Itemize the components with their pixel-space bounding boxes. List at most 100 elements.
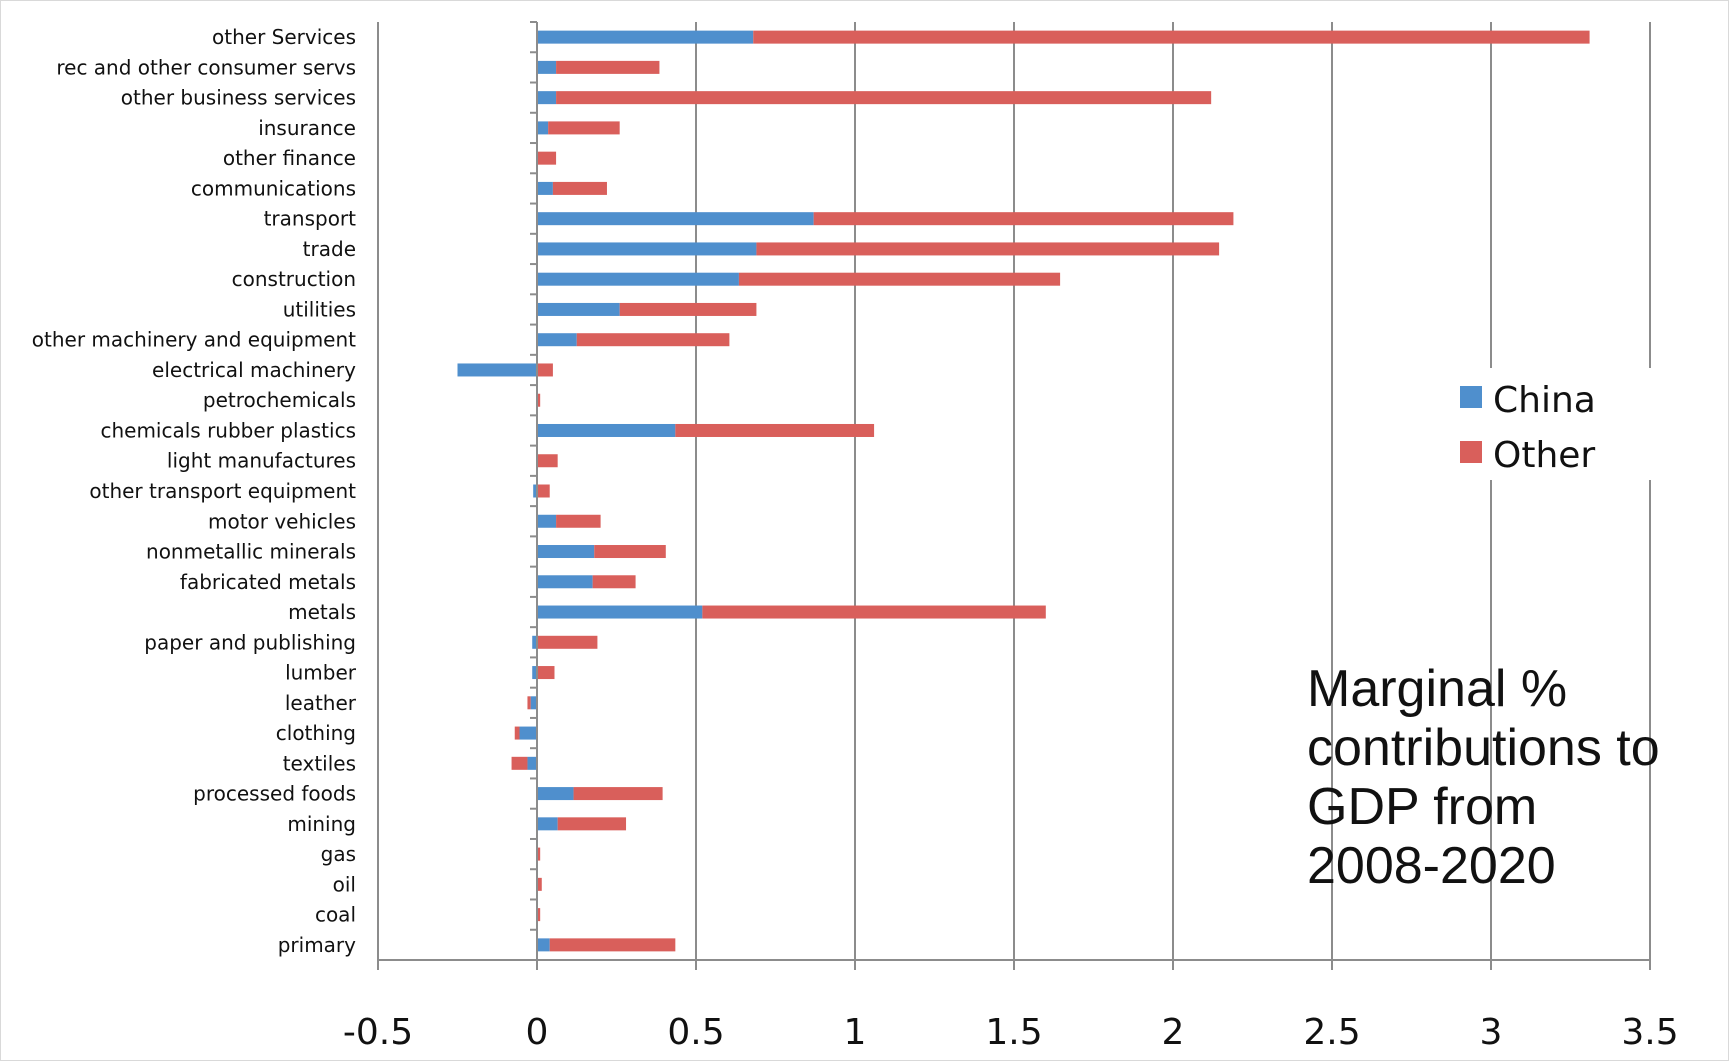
category-label-24: textiles: [283, 751, 356, 775]
bar-china-8: [537, 272, 739, 286]
bar-other-17: [594, 545, 666, 559]
bar-china-9: [537, 302, 620, 316]
category-label-18: fabricated metals: [180, 570, 356, 594]
category-label-8: construction: [232, 267, 356, 291]
bar-china-1: [537, 60, 557, 74]
category-label-17: nonmetallic minerals: [146, 540, 356, 564]
bar-china-18: [537, 575, 593, 589]
bar-china-0: [537, 30, 754, 44]
category-label-22: leather: [285, 691, 357, 715]
bar-other-26: [557, 817, 627, 831]
bar-china-22: [530, 696, 537, 710]
bar-other-20: [537, 635, 598, 649]
category-label-30: primary: [278, 933, 356, 957]
category-label-13: chemicals rubber plastics: [100, 418, 356, 442]
x-tick-label-1: 0: [526, 1012, 549, 1053]
category-label-15: other transport equipment: [89, 479, 356, 503]
bar-china-26: [537, 817, 558, 831]
bar-other-25: [573, 787, 663, 801]
x-tick-label-7: 3: [1480, 1012, 1503, 1053]
category-label-29: coal: [315, 903, 356, 927]
category-label-6: transport: [264, 207, 357, 231]
bar-other-2: [556, 91, 1212, 105]
category-label-23: clothing: [276, 721, 356, 745]
category-label-26: mining: [287, 812, 356, 836]
bar-other-23: [514, 726, 520, 740]
bar-china-13: [537, 423, 676, 437]
annotation-line-1: Marginal %: [1307, 660, 1567, 718]
bar-china-16: [537, 514, 557, 528]
x-tick-label-0: -0.5: [343, 1012, 413, 1053]
annotation-line-3: GDP from: [1307, 778, 1537, 836]
bar-china-7: [537, 242, 757, 256]
bar-china-19: [537, 605, 703, 619]
bar-other-3: [548, 121, 620, 135]
category-label-5: communications: [191, 176, 356, 200]
category-label-0: other Services: [212, 25, 356, 49]
category-label-16: motor vehicles: [208, 509, 356, 533]
category-label-4: other finance: [223, 146, 356, 170]
category-label-10: other machinery and equipment: [32, 328, 356, 352]
bar-other-15: [537, 484, 550, 498]
bar-china-11: [457, 363, 537, 377]
category-label-11: electrical machinery: [152, 358, 356, 382]
bar-china-17: [537, 545, 595, 559]
bar-other-4: [537, 151, 557, 165]
bar-other-1: [556, 60, 660, 74]
bar-china-25: [537, 787, 574, 801]
category-labels: other Services rec and other consumer ser…: [32, 25, 357, 957]
bar-china-20: [532, 635, 537, 649]
bar-china-21: [532, 666, 537, 680]
bar-china-3: [537, 121, 549, 135]
category-label-20: paper and publishing: [144, 630, 356, 654]
legend: China Other: [1455, 368, 1653, 480]
bar-other-13: [675, 423, 875, 437]
grid-lines: [377, 22, 1651, 960]
bar-other-29: [537, 908, 541, 922]
category-label-28: oil: [333, 872, 356, 896]
category-label-25: processed foods: [193, 782, 356, 806]
category-label-19: metals: [288, 600, 356, 624]
category-label-2: other business services: [121, 86, 356, 110]
category-label-1: rec and other consumer servs: [56, 55, 356, 79]
bar-other-6: [813, 212, 1234, 226]
bar-other-22: [527, 696, 531, 710]
legend-label-other: Other: [1493, 435, 1595, 476]
bar-china-2: [537, 91, 557, 105]
bar-other-12: [537, 393, 541, 407]
bar-other-18: [592, 575, 636, 589]
bar-china-24: [527, 756, 537, 770]
axes: [377, 21, 1651, 970]
bar-other-19: [702, 605, 1046, 619]
bars: [457, 30, 1590, 952]
x-tick-label-3: 1: [844, 1012, 867, 1053]
legend-background: [1455, 368, 1653, 480]
x-tick-label-6: 2.5: [1303, 1012, 1360, 1053]
legend-swatch-china: [1460, 386, 1482, 408]
bar-china-6: [537, 212, 814, 226]
x-tick-labels: -0.5 0 0.5 1 1.5 2 2.5 3 3.5: [343, 1012, 1679, 1053]
bar-other-10: [576, 333, 730, 347]
category-label-21: lumber: [285, 661, 357, 685]
bar-other-8: [738, 272, 1061, 286]
chart-annotation: Marginal % contributions to GDP from 200…: [1307, 660, 1660, 895]
bar-other-7: [756, 242, 1220, 256]
bar-other-30: [549, 938, 676, 952]
bar-other-5: [552, 181, 607, 195]
x-tick-label-5: 2: [1162, 1012, 1185, 1053]
category-label-14: light manufactures: [167, 449, 356, 473]
category-label-3: insurance: [258, 116, 356, 140]
bar-other-28: [537, 877, 542, 891]
category-label-7: trade: [303, 237, 356, 261]
bar-china-10: [537, 333, 577, 347]
legend-swatch-other: [1460, 441, 1482, 463]
annotation-line-4: 2008-2020: [1307, 837, 1556, 895]
x-tick-label-4: 1.5: [985, 1012, 1042, 1053]
bar-china-23: [519, 726, 537, 740]
category-label-27: gas: [321, 842, 356, 866]
bar-china-30: [537, 938, 550, 952]
legend-label-china: China: [1493, 380, 1596, 421]
x-tick-label-2: 0.5: [667, 1012, 724, 1053]
bar-other-0: [753, 30, 1590, 44]
